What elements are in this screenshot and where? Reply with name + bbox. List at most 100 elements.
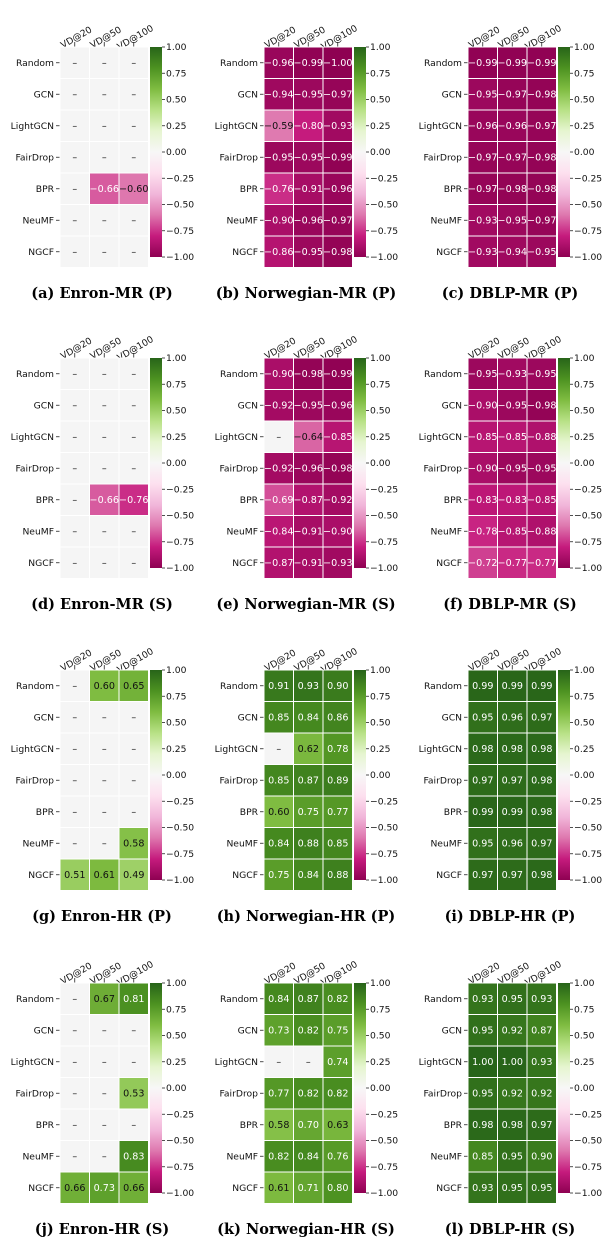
colorbar-tick-label: −0.50 xyxy=(166,511,194,522)
row-label: GCN xyxy=(238,712,258,723)
heatmap-cell xyxy=(322,669,353,702)
heatmap-cell xyxy=(526,515,557,548)
row-label: BPR xyxy=(444,184,463,195)
row-label: NGCF xyxy=(28,870,54,881)
cell-value: −0.95 xyxy=(294,90,323,101)
cell-value: −0.93 xyxy=(468,216,497,227)
cell-value: −0.99 xyxy=(498,58,527,69)
cell-value: 0.99 xyxy=(502,807,523,818)
cell-value: −0.95 xyxy=(527,247,556,258)
colorbar-tick-label: −0.50 xyxy=(370,1136,398,1147)
cell-value: – xyxy=(131,807,136,818)
row-label: GCN xyxy=(34,712,54,723)
heatmap-cell xyxy=(497,982,528,1015)
cell-value: 0.84 xyxy=(298,870,319,881)
cell-value: – xyxy=(102,776,107,787)
cell-value: −0.90 xyxy=(468,464,497,475)
cell-value: 0.84 xyxy=(268,839,289,850)
cell-value: −0.86 xyxy=(264,247,293,258)
cell-value: −0.83 xyxy=(468,495,497,506)
heatmap-cell xyxy=(263,732,294,765)
cell-value: 0.71 xyxy=(298,1183,319,1194)
colorbar-tick-label: −0.75 xyxy=(574,226,602,237)
row-label: BPR xyxy=(444,1120,463,1131)
cell-value: 0.81 xyxy=(123,994,144,1005)
colorbar-tick-label: 0.50 xyxy=(574,718,595,729)
heatmap-cell xyxy=(59,483,90,516)
colorbar xyxy=(558,47,570,257)
colorbar-tick-label: −1.00 xyxy=(370,563,398,574)
heatmap-cell xyxy=(497,515,528,548)
row-label: NGCF xyxy=(28,1183,54,1194)
cell-value: – xyxy=(72,121,77,132)
cell-value: 0.92 xyxy=(502,1026,523,1037)
heatmap-cell xyxy=(89,795,120,828)
row-label: Random xyxy=(16,681,54,692)
heatmap-cell xyxy=(497,795,528,828)
row-label: NeuMF xyxy=(430,526,462,537)
colorbar xyxy=(354,670,366,880)
cell-value: – xyxy=(131,401,136,412)
heatmap-cell xyxy=(118,46,149,79)
cell-value: 0.77 xyxy=(327,807,348,818)
cell-value: −0.98 xyxy=(323,464,352,475)
cell-value: – xyxy=(102,432,107,443)
colorbar-tick-label: −1.00 xyxy=(370,875,398,886)
colorbar-tick-label: 0.25 xyxy=(370,1057,391,1068)
cell-value: −0.92 xyxy=(264,401,293,412)
heatmap-cell xyxy=(322,452,353,485)
heatmap-cell xyxy=(497,1171,528,1204)
cell-value: 0.96 xyxy=(502,839,523,850)
colorbar-tick-label: −0.75 xyxy=(574,537,602,548)
cell-value: 0.96 xyxy=(502,713,523,724)
row-label: Random xyxy=(16,994,54,1005)
cell-value: 0.99 xyxy=(472,681,493,692)
cell-value: −0.96 xyxy=(294,216,323,227)
heatmap-cell xyxy=(293,1045,324,1078)
cell-value: 0.62 xyxy=(298,744,319,755)
colorbar-tick-label: 0.50 xyxy=(370,95,391,106)
row-label: BPR xyxy=(240,1120,259,1131)
cell-value: – xyxy=(72,58,77,69)
row-label: NGCF xyxy=(28,558,54,569)
row-label: BPR xyxy=(444,807,463,818)
cell-value: −0.96 xyxy=(264,58,293,69)
colorbar-tick-label: 0.75 xyxy=(574,68,595,79)
heatmap-cell xyxy=(526,109,557,142)
colorbar-tick-label: 0.75 xyxy=(574,1004,595,1015)
cell-value: 0.95 xyxy=(502,1183,523,1194)
colorbar-tick-label: 0.00 xyxy=(574,1083,595,1094)
heatmap-cell xyxy=(526,1014,557,1047)
row-label: GCN xyxy=(34,400,54,411)
cell-value: −0.91 xyxy=(294,558,323,569)
cell-value: −0.77 xyxy=(498,558,527,569)
row-label: BPR xyxy=(240,807,259,818)
cell-value: – xyxy=(72,713,77,724)
row-label: Random xyxy=(424,58,462,69)
cell-value: 0.87 xyxy=(531,1026,552,1037)
cell-value: −0.97 xyxy=(323,90,352,101)
cell-value: 0.93 xyxy=(531,994,552,1005)
heatmap-cell xyxy=(467,389,498,422)
row-label: Random xyxy=(424,994,462,1005)
heatmap-cell xyxy=(89,858,120,891)
heatmap-cell xyxy=(118,732,149,765)
heatmap-cell xyxy=(59,204,90,237)
colorbar xyxy=(150,670,162,880)
heatmap-cell xyxy=(263,235,294,268)
row-label: GCN xyxy=(238,1025,258,1036)
cell-value: −0.99 xyxy=(468,58,497,69)
row-label: Random xyxy=(220,994,258,1005)
heatmap-cell xyxy=(322,827,353,860)
row-label: NeuMF xyxy=(22,526,54,537)
row-label: NeuMF xyxy=(430,838,462,849)
heatmap-cell xyxy=(322,701,353,734)
heatmap-cell xyxy=(89,1108,120,1141)
heatmap-cell xyxy=(118,1171,149,1204)
row-label: FairDrop xyxy=(423,463,462,474)
colorbar-tick-label: 0.25 xyxy=(574,744,595,755)
row-label: GCN xyxy=(442,1025,462,1036)
colorbar-tick-label: 0.50 xyxy=(574,1031,595,1042)
colorbar-tick-label: −0.25 xyxy=(574,173,602,184)
